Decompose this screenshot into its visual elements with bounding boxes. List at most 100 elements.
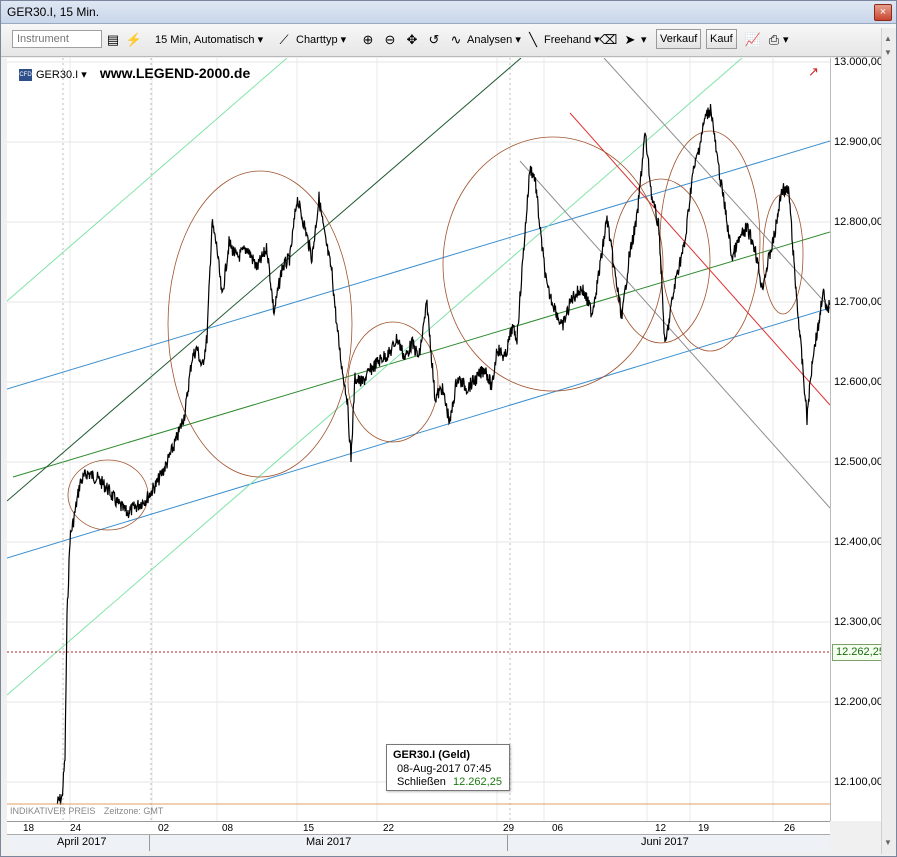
scroll-down-icon[interactable]: ▼	[884, 48, 892, 57]
scroll-down-icon[interactable]: ▼	[884, 838, 892, 847]
date-tick-label: 24	[70, 823, 82, 834]
resistance-line	[569, 112, 830, 406]
tooltip-close-value: 12.262,25	[453, 776, 502, 788]
compare-icon[interactable]: ⚡	[125, 32, 143, 47]
month-label: Juni 2017	[641, 836, 689, 848]
scale-mode-dropdown[interactable]: Automatisch ▾	[194, 30, 263, 50]
price-axis[interactable]: 13.000,00 12.900,00 12.800,00 12.700,00 12.6…	[830, 56, 889, 821]
date-tick-label: 26	[784, 823, 796, 834]
upper-channel-line	[7, 140, 830, 390]
lower-channel-line	[7, 307, 830, 559]
analyses-dropdown[interactable]: Analysen ▾	[467, 30, 521, 50]
chart-settings-icon[interactable]: 📈	[744, 32, 762, 47]
cfd-icon: CFD	[19, 69, 32, 82]
grey-trend-line-2	[603, 58, 830, 309]
chevron-down-icon: ▾	[515, 34, 521, 46]
price-tick-label: 12.300,00	[834, 616, 883, 628]
tooltip-close-label: Schließen	[397, 776, 446, 788]
chart-toolbar: ▤ ⚡ 15 Min, Automatisch ▾ ⟋ Charttyp ▾ ⊕…	[1, 24, 896, 57]
tooltip-datetime: 08-Aug-2017 07:45	[397, 763, 492, 775]
analyses-label: Analysen	[467, 34, 513, 46]
date-tick-label: 29	[503, 823, 515, 834]
grey-trend-line-1	[519, 160, 830, 509]
fib-line-lower	[7, 58, 743, 696]
date-tick-label: 19	[698, 823, 710, 834]
pan-icon[interactable]: ✥	[406, 32, 418, 47]
price-line	[56, 103, 830, 805]
price-tick-label: 12.600,00	[834, 376, 883, 388]
instrument-input[interactable]	[12, 30, 102, 48]
chevron-down-icon: ▾	[257, 34, 264, 46]
date-tick-label: 06	[552, 823, 564, 834]
vertical-scrollbar[interactable]: ▲ ▼ ▼	[881, 28, 896, 854]
zoom-out-icon[interactable]: ⊖	[384, 32, 396, 47]
print-icon[interactable]: ⎙	[768, 32, 780, 47]
watermark-text: www.LEGEND-2000.de	[99, 65, 251, 81]
eraser-icon[interactable]: ⌫	[599, 32, 618, 47]
signal-arrow-icon: ↗	[808, 64, 819, 79]
date-axis[interactable]: 18 24 02 08 15 22 29 06 12 19 26	[7, 821, 830, 835]
scroll-up-icon[interactable]: ▲	[884, 34, 892, 43]
pattern-circle	[659, 130, 761, 352]
drawing-overlay	[7, 58, 830, 696]
interval-label: 15 Min,	[155, 34, 192, 46]
price-tick-label: 12.500,00	[834, 456, 883, 468]
instrument-list-icon[interactable]: ▤	[106, 32, 120, 47]
freehand-label: Freehand	[544, 34, 592, 46]
sell-button[interactable]: Verkauf	[656, 29, 702, 49]
long-trend-line	[7, 58, 522, 502]
close-button[interactable]: ×	[874, 4, 892, 21]
zoom-in-icon[interactable]: ⊕	[362, 32, 374, 47]
price-chart[interactable]: CFD GER30.I ▾ www.LEGEND-2000.de ↗ INDIKA…	[7, 58, 830, 821]
scale-mode-label: Automatisch	[194, 34, 255, 46]
freehand-dropdown[interactable]: Freehand ▾	[544, 30, 600, 50]
chart-type-label: Charttyp	[296, 34, 338, 46]
chart-footer: INDIKATIVER PREIS Zeitzone: GMT	[10, 806, 163, 816]
timezone-label: Zeitzone: GMT	[103, 806, 164, 816]
current-price-badge: 12.262,25	[832, 644, 889, 661]
month-label: April 2017	[57, 836, 107, 848]
pattern-circle	[611, 178, 711, 344]
price-tick-label: 12.700,00	[834, 296, 883, 308]
chevron-down-icon[interactable]: ▾	[641, 34, 647, 46]
fib-line-upper	[7, 58, 288, 302]
title-bar: GER30.I, 15 Min. ×	[1, 1, 896, 24]
buy-button[interactable]: Kauf	[706, 29, 737, 49]
analyses-icon[interactable]: ∿	[450, 32, 462, 47]
cursor-icon[interactable]: ➤	[624, 32, 636, 47]
legend-symbol[interactable]: GER30.I	[36, 69, 79, 81]
reset-icon[interactable]: ↺	[428, 32, 440, 47]
month-label: Mai 2017	[306, 836, 352, 848]
price-tick-label: 12.400,00	[834, 536, 883, 548]
date-tick-label: 12	[655, 823, 667, 834]
mid-channel-line	[12, 231, 830, 478]
pattern-circle	[167, 170, 353, 478]
month-divider	[149, 835, 150, 851]
date-tick-label: 15	[303, 823, 315, 834]
date-tick-label: 08	[222, 823, 234, 834]
price-tick-label: 13.000,00	[834, 56, 883, 68]
chart-type-dropdown[interactable]: Charttyp ▾	[296, 30, 346, 50]
chevron-down-icon: ▾	[594, 34, 600, 46]
month-divider	[507, 835, 508, 851]
date-tick-label: 02	[158, 823, 170, 834]
chevron-down-icon: ▾	[340, 34, 347, 46]
window-title: GER30.I, 15 Min.	[7, 5, 100, 19]
pattern-circle	[347, 321, 439, 443]
price-tick-label: 12.900,00	[834, 136, 883, 148]
price-tick-label: 12.800,00	[834, 216, 883, 228]
indicative-price-label: INDIKATIVER PREIS	[10, 806, 96, 816]
chart-type-icon[interactable]: ⟋	[279, 32, 289, 47]
chevron-down-icon[interactable]: ▾	[783, 34, 789, 46]
interval-select[interactable]: 15 Min,	[155, 30, 191, 50]
price-chart-svg	[7, 58, 830, 821]
month-axis: April 2017 Mai 2017 Juni 2017	[7, 834, 830, 851]
price-tick-label: 12.200,00	[834, 696, 883, 708]
date-tick-label: 22	[383, 823, 395, 834]
pattern-circle	[442, 136, 664, 392]
price-tick-label: 12.100,00	[834, 776, 883, 788]
chevron-down-icon[interactable]: ▾	[81, 69, 87, 81]
price-tooltip: GER30.I (Geld) 08-Aug-2017 07:45 Schließ…	[386, 744, 510, 791]
line-tool-icon[interactable]: ╲	[529, 32, 537, 47]
